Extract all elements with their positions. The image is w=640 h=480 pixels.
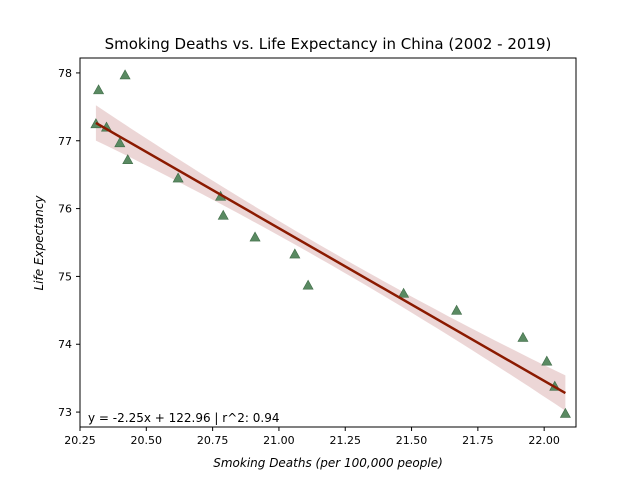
data-point-15 [517, 331, 529, 342]
data-point-11 [289, 248, 301, 259]
data-point-7 [172, 172, 184, 183]
y-axis-label: Life Expectancy [32, 195, 46, 291]
data-point-18 [559, 407, 571, 418]
x-tick-label: 21.25 [329, 434, 361, 447]
data-point-16 [541, 355, 553, 366]
x-tick-label: 20.50 [131, 434, 163, 447]
regression-equation: y = -2.25x + 122.96 | r^2: 0.94 [88, 411, 279, 425]
y-tick-label: 77 [58, 135, 72, 148]
regression-line [95, 121, 567, 395]
data-point-12 [302, 279, 314, 290]
data-point-5 [119, 69, 131, 80]
x-tick-label: 20.25 [64, 434, 96, 447]
x-tick-label: 21.75 [462, 434, 494, 447]
data-point-6 [122, 154, 134, 165]
data-point-4 [114, 137, 126, 148]
x-tick-label: 21.00 [263, 434, 295, 447]
x-tick-label: 20.75 [197, 434, 229, 447]
x-axis: 20.25 20.50 20.75 21.00 21.25 21.50 21.75 22.00 [64, 427, 560, 447]
data-point-9 [217, 209, 229, 220]
y-tick-label: 74 [58, 338, 72, 351]
y-tick-label: 73 [58, 406, 72, 419]
x-axis-label: Smoking Deaths (per 100,000 people) [213, 456, 443, 470]
data-point-13 [398, 287, 410, 298]
y-tick-label: 75 [58, 270, 72, 283]
y-tick-label: 78 [58, 67, 72, 80]
y-axis: 73 74 75 76 77 78 [58, 67, 80, 419]
y-tick-label: 76 [58, 203, 72, 216]
axes-frame [79, 57, 577, 428]
data-point-14 [451, 304, 463, 315]
x-tick-label: 22.00 [528, 434, 560, 447]
x-tick-label: 21.50 [396, 434, 428, 447]
chart-title: Smoking Deaths vs. Life Expectancy in Ch… [105, 35, 552, 53]
data-point-2 [93, 84, 105, 95]
data-point-10 [249, 231, 261, 242]
plot-area [90, 69, 571, 418]
